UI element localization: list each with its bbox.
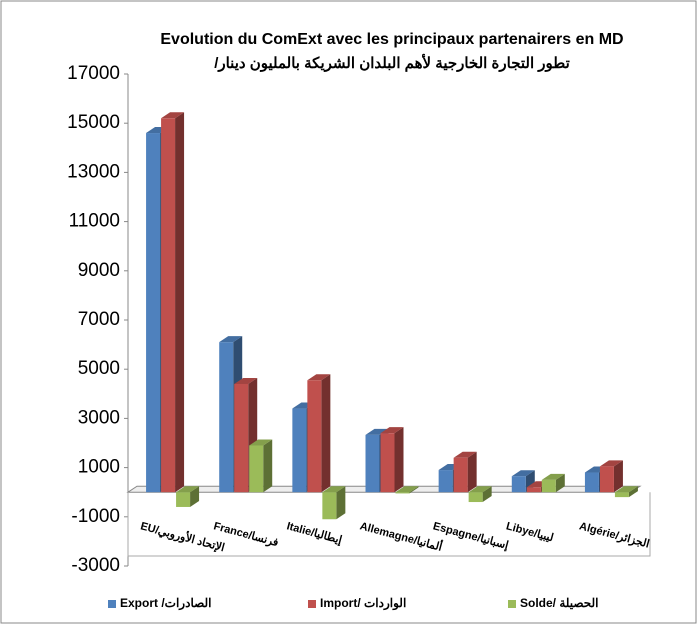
bar xyxy=(526,487,541,493)
bar xyxy=(395,492,410,494)
bar-side xyxy=(482,486,492,503)
bar-top xyxy=(468,486,492,493)
bar-side xyxy=(394,427,404,493)
legend-label: Export /الصادرات xyxy=(120,596,212,611)
y-tick-label: 9000 xyxy=(78,260,120,281)
bar xyxy=(307,380,322,493)
y-tick-label: -3000 xyxy=(71,555,120,576)
bar-side xyxy=(190,486,200,507)
bar-side xyxy=(555,473,565,493)
bar-top xyxy=(599,460,623,467)
bar xyxy=(380,433,395,493)
bar-side xyxy=(175,112,185,493)
bar-top xyxy=(249,439,273,446)
bar-top xyxy=(395,486,419,493)
y-tick-label: 3000 xyxy=(78,407,120,428)
bar-top xyxy=(614,486,638,493)
bar-side xyxy=(628,486,638,498)
chart-title: Evolution du ComExt avec les principaux … xyxy=(160,31,623,48)
legend-swatch xyxy=(508,600,516,608)
bar-side xyxy=(613,460,623,493)
bar-side xyxy=(321,374,331,493)
bar xyxy=(541,479,556,493)
bar xyxy=(322,492,337,520)
y-tick-label: 1000 xyxy=(78,457,120,478)
bar-top xyxy=(322,486,346,493)
y-tick-label: 17000 xyxy=(67,63,120,84)
legend-swatch xyxy=(108,600,116,608)
legend-swatch xyxy=(308,600,316,608)
bar-top xyxy=(380,427,404,434)
bar-top xyxy=(365,428,389,435)
bar-top xyxy=(219,336,243,343)
bar-top xyxy=(161,112,185,119)
bar-side xyxy=(336,486,346,520)
bar-top xyxy=(453,451,477,458)
y-tick-label: 15000 xyxy=(67,112,120,133)
bar xyxy=(614,492,629,498)
bar-top xyxy=(176,486,200,493)
bar-side xyxy=(409,486,419,494)
bar xyxy=(249,445,264,493)
bar xyxy=(453,457,468,493)
y-tick-label: 13000 xyxy=(67,161,120,182)
legend-label: Import/ الواردات xyxy=(320,596,406,611)
bar xyxy=(511,476,526,493)
category-box xyxy=(127,492,651,557)
bar xyxy=(365,434,380,493)
legend-label: Solde/ الحصيلة xyxy=(520,596,599,610)
bar xyxy=(176,492,191,507)
bar-side xyxy=(467,451,477,493)
bar-top xyxy=(511,470,535,477)
bar-top xyxy=(541,473,565,480)
y-tick-label: 11000 xyxy=(69,211,120,232)
bar xyxy=(234,383,249,493)
bar-top xyxy=(234,377,258,384)
bar xyxy=(468,492,483,503)
bar xyxy=(146,133,161,493)
y-tick-label: 5000 xyxy=(78,358,120,379)
bar-side xyxy=(263,439,273,493)
y-tick-label: -1000 xyxy=(71,506,120,527)
bar xyxy=(599,466,614,493)
bar-top xyxy=(307,374,331,381)
y-tick-label: 7000 xyxy=(78,309,120,330)
chart-subtitle: تطور التجارة الخارجية لأهم البلدان الشري… xyxy=(214,53,570,72)
bar xyxy=(292,408,307,493)
bar xyxy=(584,472,599,493)
bar xyxy=(438,470,453,493)
bar xyxy=(219,342,234,493)
bar xyxy=(161,118,176,493)
